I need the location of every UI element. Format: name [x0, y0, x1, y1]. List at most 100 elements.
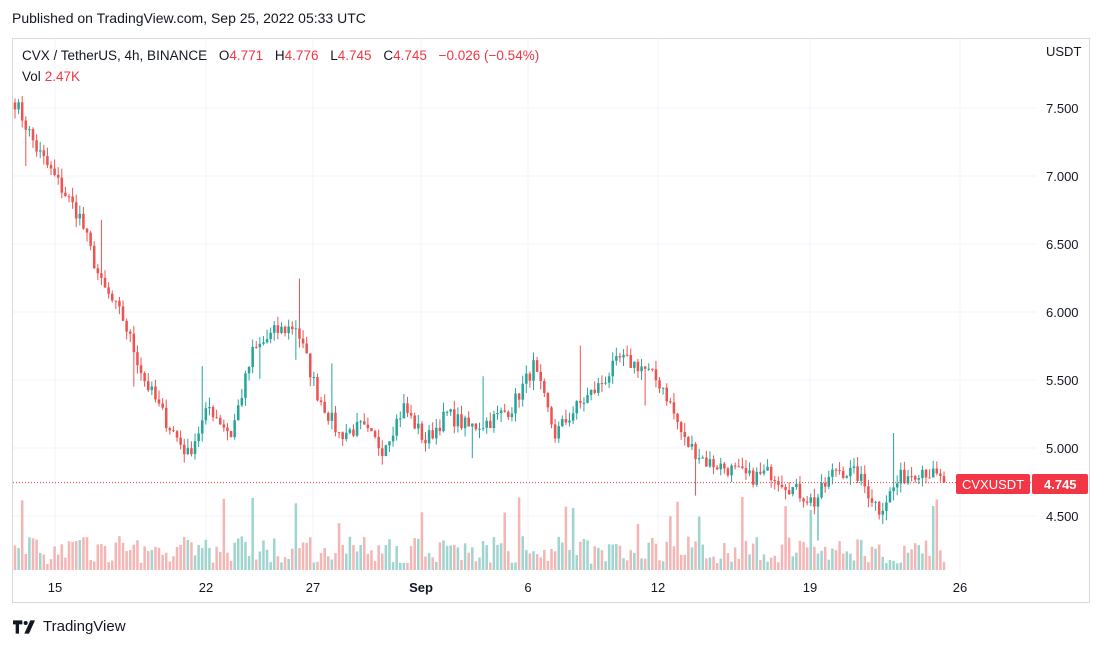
volume-bar	[229, 560, 233, 570]
candle-body	[784, 487, 787, 491]
candle-body	[262, 342, 265, 344]
candle-body	[445, 411, 449, 413]
volume-bar	[46, 563, 49, 570]
candle-body	[823, 483, 827, 487]
volume-bar	[146, 551, 150, 570]
volume-bar	[236, 538, 240, 570]
candle-body	[136, 352, 139, 366]
candle-body	[337, 432, 341, 434]
volume-bar	[128, 550, 132, 570]
volume-bar	[168, 561, 172, 570]
volume-bar	[323, 547, 326, 570]
volume-bar	[834, 550, 838, 570]
volume-bar	[56, 554, 60, 570]
candle-body	[453, 409, 456, 427]
candle-body	[110, 293, 114, 301]
volume-bar	[597, 547, 600, 570]
price-tag-symbol-bg	[956, 474, 1030, 494]
candle-body	[651, 368, 654, 370]
volume-bar	[435, 562, 438, 570]
chart-frame[interactable]	[12, 38, 1090, 603]
legend-open-label: O	[218, 48, 230, 63]
candle-body	[236, 405, 240, 421]
volume-bar	[762, 554, 766, 570]
volume-bar	[510, 562, 514, 570]
volume-bar	[939, 550, 942, 570]
volume-bar	[841, 553, 845, 570]
volume-bar	[172, 556, 175, 570]
candle-body	[615, 356, 618, 361]
volume-bar	[424, 556, 427, 570]
candle-body	[399, 418, 402, 420]
volume-bar	[823, 546, 827, 570]
candle-body	[417, 423, 420, 429]
candle-body	[309, 353, 312, 378]
candle-body	[582, 402, 586, 404]
volume-bar	[903, 545, 906, 570]
candle-body	[849, 467, 852, 477]
volume-bar	[571, 508, 575, 570]
volume-bar	[200, 548, 204, 570]
candle-body	[859, 473, 863, 481]
volume-bar	[290, 548, 294, 570]
candle-body	[327, 412, 330, 421]
candle-body	[489, 420, 492, 429]
volume-bar	[103, 545, 107, 570]
volume-bar	[935, 499, 939, 570]
volume-bar	[921, 553, 924, 570]
price-tag-value-bg	[1032, 474, 1088, 494]
volume-bar	[139, 562, 143, 570]
candle-body	[924, 469, 928, 478]
candle-body	[161, 403, 164, 408]
time-tick-label: 15	[48, 580, 62, 595]
volume-bar	[35, 539, 38, 570]
footer-brand[interactable]: TradingView	[13, 618, 126, 635]
legend-symbol: CVX / TetherUS, 4h, BINANCE	[22, 48, 208, 63]
candle-body	[600, 383, 604, 385]
volume-bar	[539, 557, 542, 570]
candle-body	[762, 470, 766, 474]
volume-bar	[942, 562, 946, 570]
volume-bar	[845, 551, 849, 570]
volume-bar	[377, 545, 380, 570]
volume-bar	[769, 557, 773, 570]
volume-bar	[341, 544, 344, 570]
volume-bar	[849, 553, 852, 570]
candle-body	[42, 150, 46, 156]
candle-body	[867, 486, 870, 499]
candle-body	[85, 228, 89, 233]
candle-body	[532, 360, 535, 381]
candle-body	[247, 367, 251, 374]
volume-bar	[838, 541, 841, 570]
candle-body	[553, 424, 557, 439]
candle-body	[661, 387, 665, 389]
volume-bar	[679, 554, 683, 570]
legend-close-label: C	[383, 48, 394, 63]
candle-body	[845, 476, 849, 478]
volume-bar	[74, 540, 78, 570]
candle-body	[359, 421, 362, 423]
volume-bar	[586, 540, 589, 570]
candle-body	[28, 129, 31, 131]
candle-body	[690, 443, 694, 447]
volume-bar	[575, 555, 578, 570]
candle-body	[190, 448, 193, 455]
candle-body	[103, 277, 107, 288]
volume-bar	[582, 538, 586, 570]
candle-body	[881, 510, 885, 515]
candle-body	[928, 477, 931, 479]
candle-body	[499, 410, 503, 413]
candle-body	[528, 373, 532, 381]
volume-bar	[157, 547, 161, 570]
volume-bar	[917, 544, 921, 570]
candle-body	[766, 466, 769, 471]
volume-bar	[301, 542, 305, 570]
volume-bar	[543, 549, 546, 570]
volume-bar	[906, 552, 910, 570]
candle-body	[564, 419, 568, 423]
volume-bar	[593, 546, 596, 570]
volume-row: Vol 2.47K	[22, 66, 539, 87]
candles	[13, 95, 946, 541]
candle-body	[856, 466, 859, 481]
